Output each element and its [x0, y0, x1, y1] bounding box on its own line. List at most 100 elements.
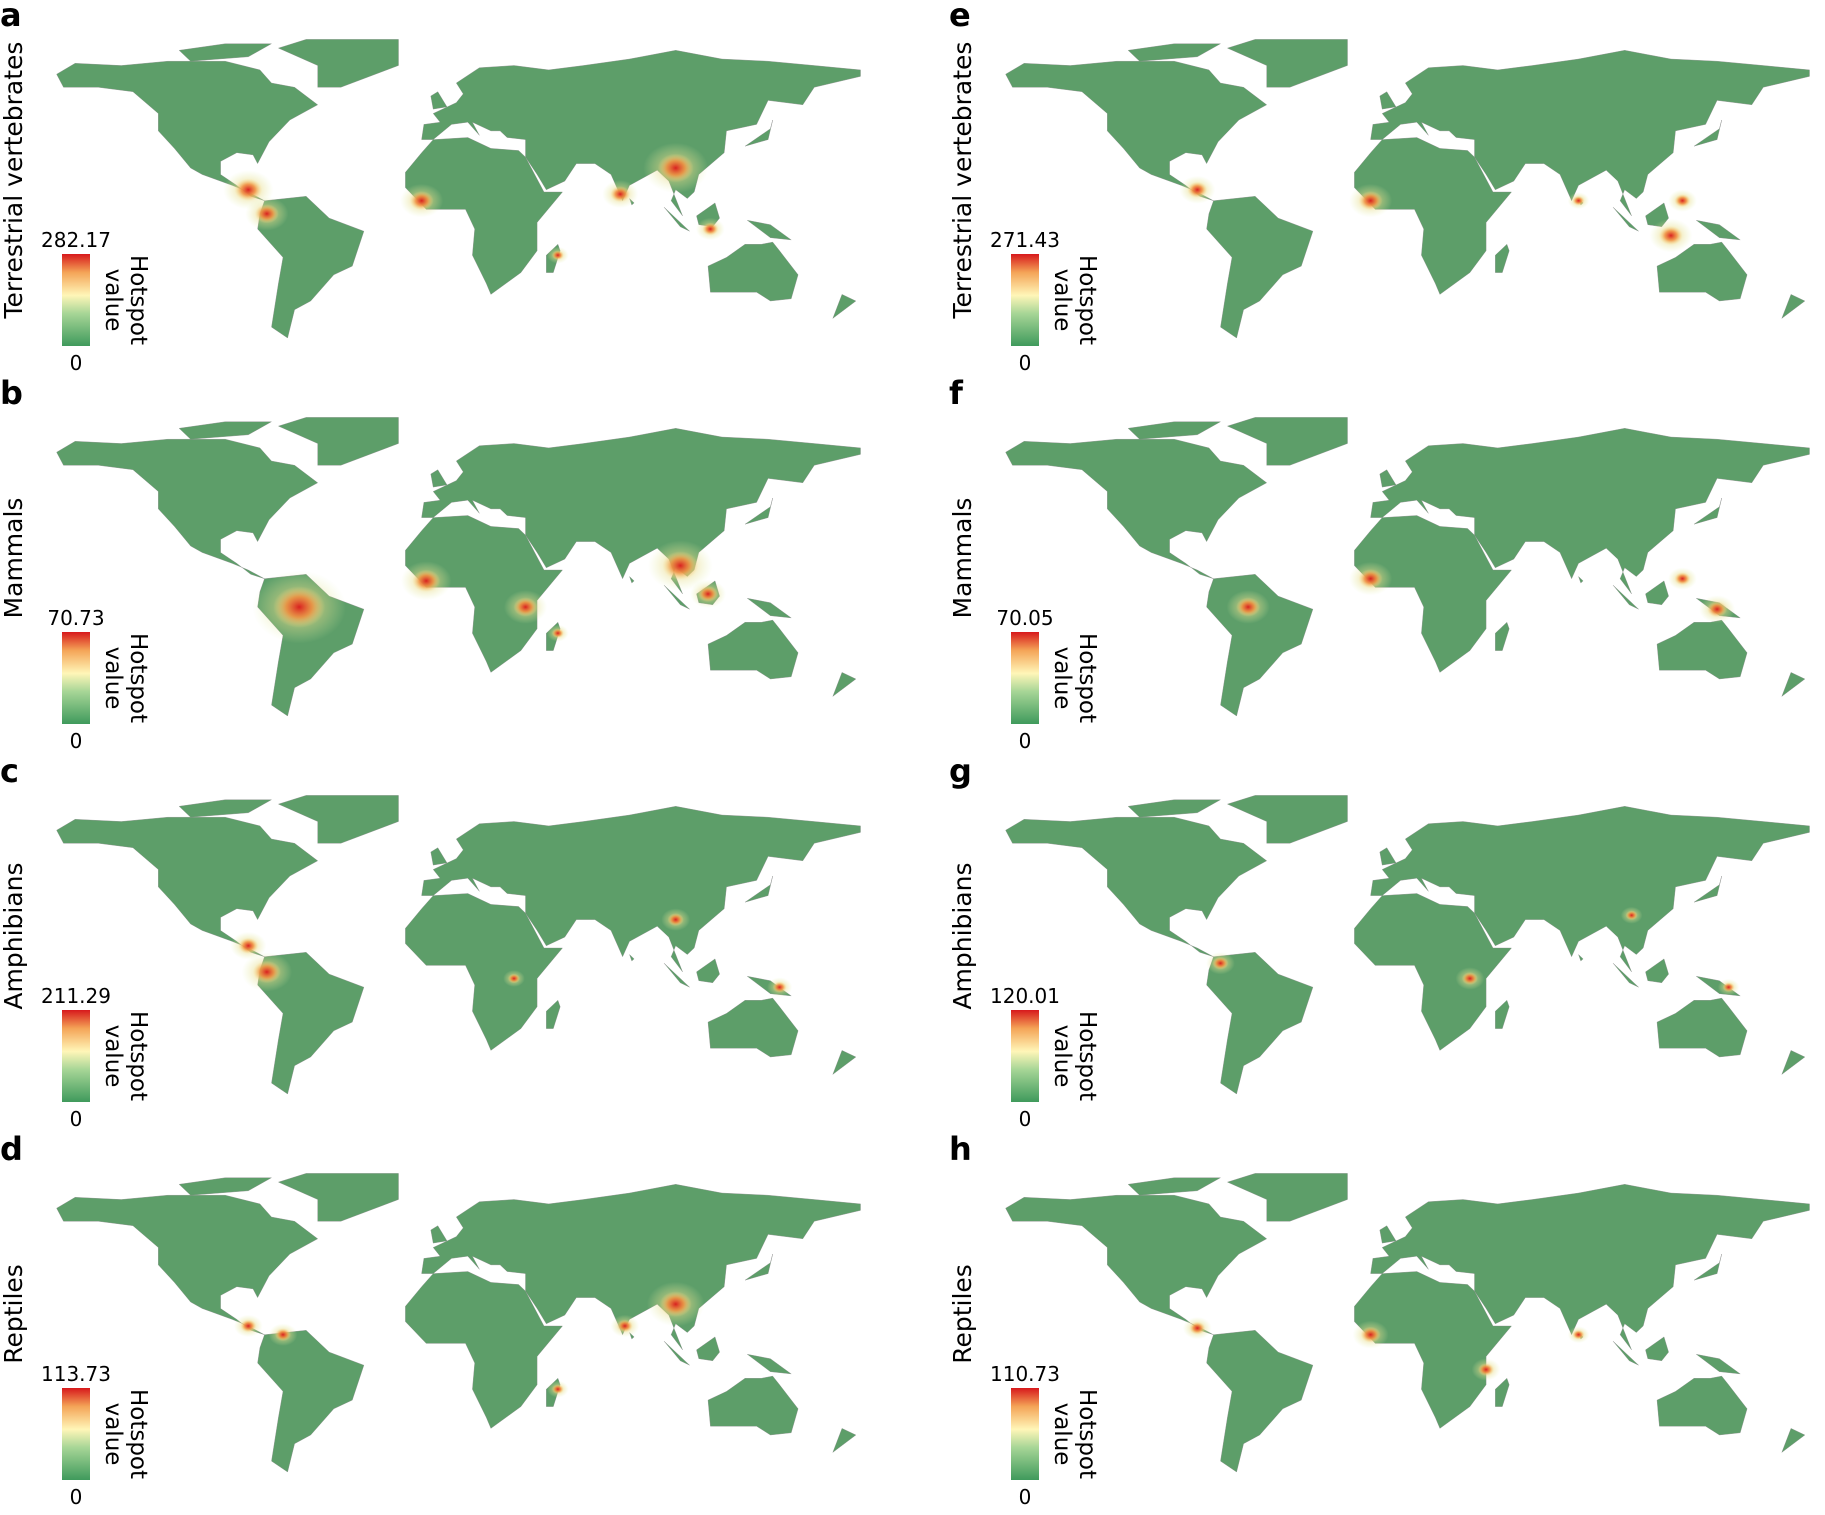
hotspot	[1674, 572, 1691, 586]
legend-title: value	[1049, 647, 1075, 710]
panel-letter: h	[949, 1130, 972, 1168]
world-map	[56, 795, 861, 1095]
legend-title: value	[1049, 1025, 1075, 1088]
colorbar-min: 0	[1019, 729, 1032, 753]
hotspot	[659, 1291, 692, 1317]
world-map	[1005, 39, 1810, 339]
legend-title: Hotspot	[125, 633, 151, 723]
colorbar-min: 0	[70, 1485, 83, 1509]
colorbar-max: 113.73	[41, 1362, 111, 1386]
row-label: Mammals	[948, 498, 977, 619]
legend-title: value	[100, 1403, 126, 1466]
hotspot	[702, 222, 719, 236]
hotspot	[551, 628, 564, 638]
world-map	[56, 417, 861, 717]
colorbar	[1011, 632, 1039, 724]
colorbar-min: 0	[1019, 1485, 1032, 1509]
world-map	[1005, 795, 1810, 1095]
hotspot	[551, 250, 564, 260]
hotspot	[238, 937, 259, 954]
hotspot	[508, 973, 520, 984]
hotspot	[1572, 195, 1585, 206]
row-label: Reptiles	[0, 1264, 28, 1364]
colorbar-max: 110.73	[990, 1362, 1060, 1386]
hotspot	[1360, 1326, 1381, 1343]
colorbar-max: 271.43	[990, 228, 1060, 252]
hotspot	[1236, 597, 1261, 617]
world-map	[56, 39, 861, 339]
colorbar	[1011, 1388, 1039, 1480]
hotspot	[1189, 1321, 1206, 1335]
colorbar	[62, 1010, 90, 1102]
colorbar-min: 0	[1019, 351, 1032, 375]
colorbar-max: 70.05	[996, 606, 1053, 630]
legend-title: value	[100, 269, 126, 332]
hotspot	[772, 981, 787, 993]
hotspot	[275, 1328, 291, 1342]
hotspot	[662, 551, 699, 580]
panel-letter: e	[949, 0, 971, 34]
legend-title: Hotspot	[1074, 633, 1100, 723]
hotspot	[610, 186, 631, 203]
legend-title: Hotspot	[125, 1011, 151, 1101]
map-panel: a Terrestrial vertebrates 282.17 0 Hotspotva…	[0, 0, 861, 375]
panel-letter: a	[0, 0, 22, 34]
hotspot	[1358, 569, 1383, 589]
hotspot	[234, 178, 263, 201]
hotspot	[1658, 225, 1683, 246]
legend-title: value	[100, 1025, 126, 1088]
hotspot	[252, 960, 281, 984]
row-label: Reptiles	[948, 1264, 977, 1364]
panel-letter: c	[0, 752, 19, 790]
hotspot	[551, 1384, 564, 1394]
hotspot	[254, 204, 279, 224]
hotspot	[1707, 601, 1728, 618]
hotspot	[1625, 910, 1638, 921]
hotspot	[1478, 1363, 1495, 1376]
legend-title: value	[1049, 1403, 1075, 1466]
hotspot	[1674, 194, 1691, 208]
world-map	[1005, 417, 1810, 717]
hotspot	[1461, 972, 1478, 985]
legend-title: Hotspot	[1074, 1389, 1100, 1479]
legend-title: Hotspot	[1074, 1011, 1100, 1101]
world-map	[56, 1173, 861, 1473]
hotspot	[667, 913, 684, 927]
world-map	[1005, 1173, 1810, 1473]
colorbar	[62, 254, 90, 346]
colorbar-max: 120.01	[990, 984, 1060, 1008]
hotspot	[412, 569, 441, 593]
colorbar-max: 211.29	[41, 984, 111, 1008]
row-label: Amphibians	[948, 862, 977, 1009]
hotspot	[1722, 982, 1735, 992]
colorbar	[62, 1388, 90, 1480]
hotspot	[240, 1319, 257, 1333]
panel-letter: g	[949, 752, 972, 790]
row-label: Terrestrial vertebrates	[948, 42, 977, 320]
colorbar-min: 0	[70, 351, 83, 375]
legend-title: value	[100, 647, 126, 710]
hotspot	[1572, 1329, 1585, 1340]
row-label: Mammals	[0, 498, 28, 619]
hotspot	[698, 585, 719, 602]
hotspot	[1212, 956, 1229, 970]
map-panel: e Terrestrial vertebrates 271.43 0 Hotspotva…	[948, 0, 1810, 375]
panel-letter: b	[0, 374, 23, 412]
colorbar-max: 70.73	[47, 606, 104, 630]
legend-title: value	[1049, 269, 1075, 332]
hotspot	[513, 597, 538, 617]
colorbar-min: 0	[70, 729, 83, 753]
colorbar-min: 0	[1019, 1107, 1032, 1131]
hotspot	[657, 153, 694, 183]
row-label: Amphibians	[0, 862, 28, 1009]
legend-title: Hotspot	[125, 255, 151, 345]
colorbar-min: 0	[70, 1107, 83, 1131]
panel-letter: d	[0, 1130, 23, 1168]
